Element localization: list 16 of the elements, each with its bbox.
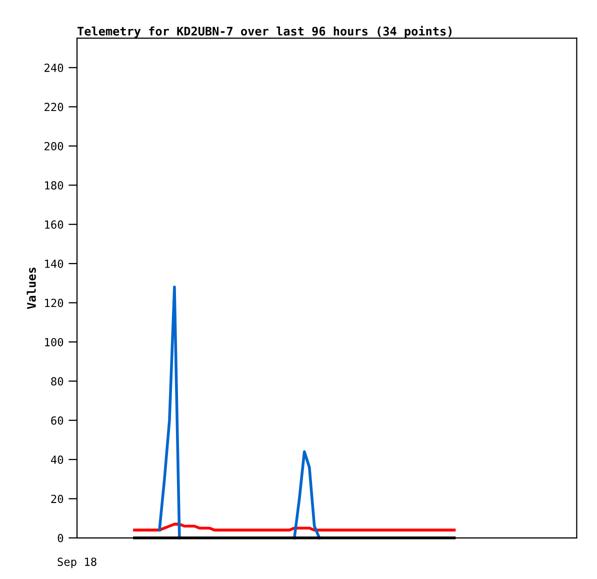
y-tick-label: 120: [45, 298, 64, 308]
y-tick-label: 40: [50, 456, 64, 464]
y-tick-label: 60: [51, 416, 64, 425]
y-tick-label: 200: [44, 142, 64, 150]
y-tick-label: 140: [45, 260, 64, 268]
y-tick-label: 100: [45, 338, 64, 346]
y-tick-label: 160: [45, 220, 64, 229]
chart-title: Telemetry for KD2UBN-7 over last 96 hours (34 points): [78, 26, 452, 38]
y-tick-label: 180: [45, 181, 64, 190]
y-axis-title: Values: [26, 268, 36, 310]
y-tick-label: 0: [58, 534, 64, 542]
text: Sep 18: [58, 558, 96, 568]
y-tick-label: 220: [44, 102, 64, 112]
y-tick-label: 20: [51, 494, 64, 504]
y-tick-label: 240: [44, 64, 64, 72]
y-tick-label: 80: [51, 377, 64, 386]
